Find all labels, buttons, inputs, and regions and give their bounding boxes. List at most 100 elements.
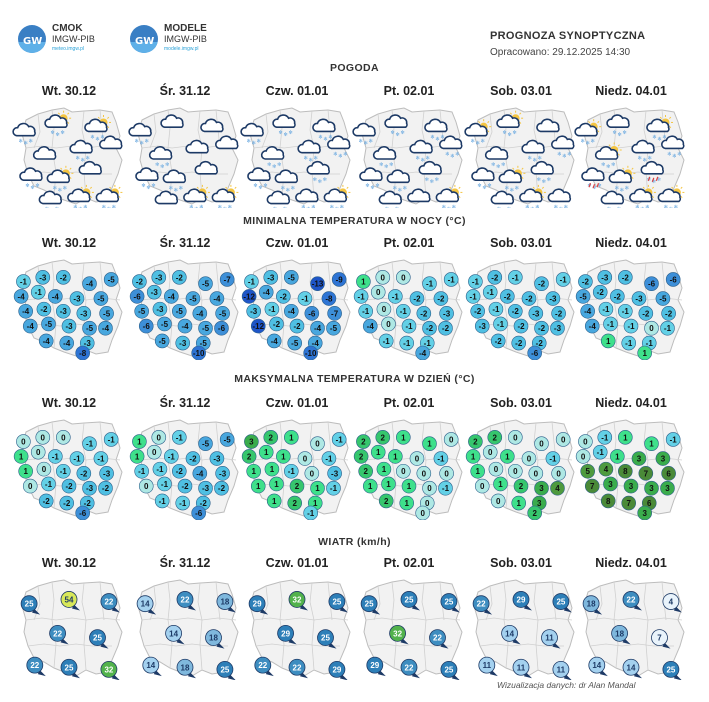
- svg-text:✻: ✻: [657, 177, 661, 183]
- temperature-marker: -2: [76, 466, 92, 481]
- temperature-marker: -5: [215, 306, 230, 321]
- temperature-marker: -1: [244, 274, 259, 289]
- wind-speed-value: 25: [444, 665, 453, 674]
- wind-marker: 14: [165, 624, 185, 645]
- temperature-marker: -6: [75, 505, 90, 520]
- svg-text:✻: ✻: [617, 207, 621, 208]
- svg-text:✻: ✻: [471, 139, 475, 145]
- wind-marker: 18: [611, 624, 631, 645]
- temperature-marker: -13: [310, 276, 325, 291]
- svg-text:✻: ✻: [612, 130, 616, 136]
- temperature-marker: -4: [98, 320, 113, 336]
- temperature-marker: 0: [534, 436, 549, 451]
- svg-text:✻: ✻: [107, 206, 111, 208]
- temperature-marker: -4: [310, 320, 325, 336]
- wind-marker: 25: [552, 593, 572, 613]
- temperature-value: -3: [86, 484, 94, 493]
- wind-map-day-wed: 14 22 18 14 18 14 18 25: [136, 579, 239, 680]
- svg-text:✻: ✻: [481, 139, 485, 145]
- svg-text:✻: ✻: [63, 185, 67, 191]
- wind-speed-value: 25: [444, 598, 453, 607]
- svg-text:✻: ✻: [141, 183, 145, 189]
- temperature-value: -4: [419, 349, 427, 358]
- day-label-day-tue: Wt. 30.12: [41, 396, 97, 410]
- wind-speed-value: 14: [505, 629, 514, 638]
- wind-speed-value: 22: [104, 598, 113, 607]
- temperature-marker: -3: [55, 303, 71, 319]
- temperature-marker: -6: [191, 505, 206, 520]
- temperature-marker: 0: [35, 430, 51, 445]
- wind-marker: 22: [622, 591, 642, 611]
- temperature-value: 0: [583, 438, 588, 447]
- svg-text:✻: ✻: [258, 185, 262, 191]
- svg-text:✻: ✻: [491, 162, 495, 168]
- temperature-value: 1: [407, 482, 412, 491]
- temperature-value: 0: [480, 482, 485, 491]
- temperature-value: -1: [602, 305, 610, 314]
- temperature-marker: -2: [171, 463, 187, 479]
- snow-cloud-icon: ✻✻✻: [530, 160, 554, 185]
- temperature-marker: -2: [185, 451, 201, 466]
- wind-marker: 4: [662, 593, 682, 613]
- temperature-marker: 0: [575, 449, 591, 464]
- svg-text:✻: ✻: [218, 204, 222, 208]
- snow-cloud-icon: ✻✻✻: [38, 190, 63, 208]
- wind-marker: 25: [328, 593, 348, 613]
- svg-text:✻: ✻: [146, 185, 150, 191]
- cmok-logo[interactable]: GW CMOK IMGW-PIB meteo.imgw.pl: [18, 24, 95, 54]
- temperature-marker: 1: [356, 274, 371, 289]
- wind-marker: 25: [60, 658, 80, 679]
- temperature-marker: 2: [468, 434, 483, 449]
- snow-cloud-icon: ✻✻✻: [240, 122, 264, 147]
- temperature-marker: 0: [490, 493, 506, 509]
- temperature-value: -1: [358, 292, 366, 301]
- temperature-marker: 0: [395, 270, 411, 285]
- temperature-value: -1: [622, 307, 630, 316]
- temperature-marker: -2: [214, 480, 229, 496]
- day-label-day-tue: Wt. 30.12: [41, 556, 97, 570]
- svg-text:✻: ✻: [19, 139, 23, 145]
- temperature-marker: -8: [321, 291, 337, 306]
- temperature-value: 2: [295, 482, 300, 491]
- modele-logo[interactable]: GW MODELE IMGW-PIB modele.imgw.pl: [130, 24, 207, 54]
- svg-text:✻: ✻: [586, 141, 590, 147]
- wind-map-day-sun: 18 22 4 18 7 14 14 25: [582, 579, 685, 680]
- temperature-marker: -3: [545, 291, 561, 306]
- temperature-value: -5: [159, 337, 167, 346]
- temperature-marker: -1: [395, 303, 411, 319]
- cloud-icon: [154, 190, 179, 205]
- temperature-marker: 2: [241, 449, 257, 464]
- temperature-marker: -1: [660, 320, 675, 336]
- temperature-marker: -1: [592, 444, 608, 460]
- temperature-value: 5: [585, 467, 590, 476]
- svg-text:✻: ✻: [625, 185, 629, 191]
- temperature-value: -1: [168, 452, 176, 461]
- temperature-marker: -6: [138, 318, 154, 334]
- temperature-value: -1: [268, 305, 276, 314]
- temperature-marker: 2: [353, 449, 369, 464]
- svg-text:✻: ✻: [272, 164, 276, 170]
- svg-text:✻: ✻: [425, 177, 429, 183]
- temperature-value: -5: [161, 320, 169, 329]
- svg-text:✻: ✻: [445, 151, 449, 157]
- temperature-value: -1: [607, 320, 615, 329]
- svg-text:✻: ✻: [542, 179, 546, 185]
- temperature-marker: -4: [22, 318, 38, 334]
- wind-marker: 25: [360, 595, 381, 615]
- temperature-marker: -2: [521, 291, 537, 306]
- temperature-marker: -1: [48, 449, 63, 464]
- temperature-marker: -5: [575, 289, 591, 304]
- temperature-marker: -2: [289, 318, 305, 334]
- svg-text:✻: ✻: [535, 204, 539, 208]
- svg-text:✻: ✻: [664, 204, 668, 208]
- temperature-marker: -1: [468, 274, 483, 289]
- wind-speed-value: 25: [365, 600, 374, 609]
- temperature-marker: 2: [358, 463, 373, 479]
- wind-marker: 25: [216, 661, 236, 680]
- temperature-value: 1: [427, 440, 432, 449]
- temperature-value: -2: [597, 288, 605, 297]
- cloud-icon: [99, 135, 123, 150]
- svg-text:✻: ✻: [73, 204, 77, 208]
- temperature-marker: 1: [511, 495, 527, 511]
- temperature-value: -1: [646, 339, 654, 348]
